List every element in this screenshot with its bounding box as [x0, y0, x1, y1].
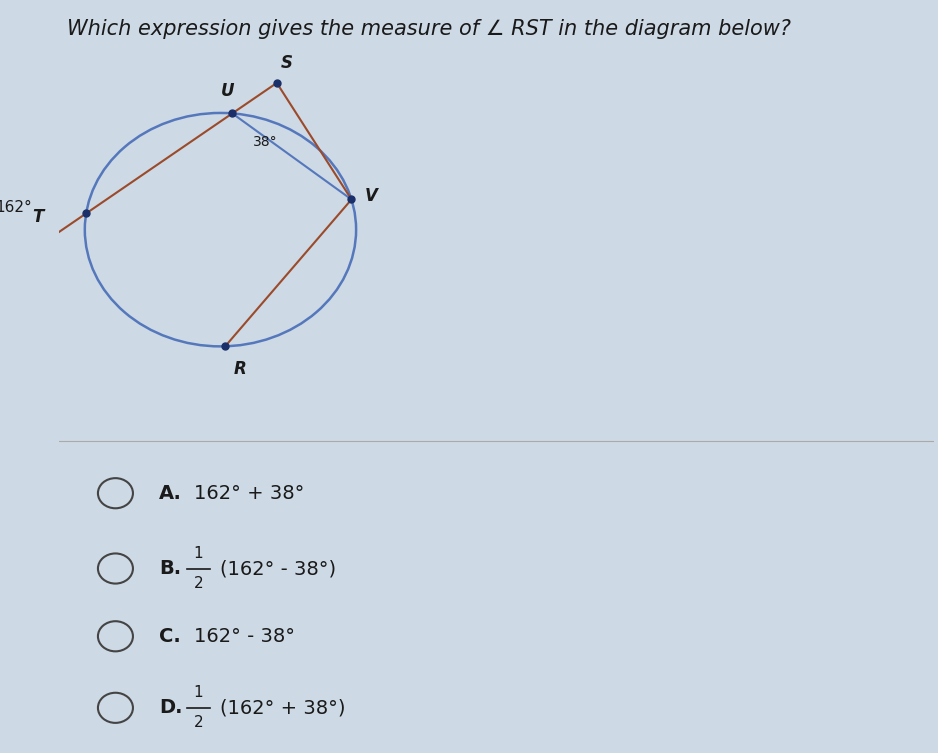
Text: B.: B.	[159, 559, 181, 578]
Text: 1: 1	[194, 546, 204, 561]
Text: A.: A.	[159, 483, 182, 503]
Text: 1: 1	[194, 685, 204, 700]
Text: 2: 2	[194, 715, 204, 730]
Text: V: V	[365, 187, 377, 205]
Text: Which expression gives the measure of ∠ RST in the diagram below?: Which expression gives the measure of ∠ …	[68, 19, 792, 39]
Text: T: T	[32, 208, 43, 226]
Text: U: U	[221, 82, 234, 100]
Text: C.: C.	[159, 626, 181, 646]
Text: 2: 2	[194, 576, 204, 591]
Text: 162°: 162°	[0, 200, 32, 215]
Text: 38°: 38°	[253, 135, 278, 149]
Text: R: R	[234, 360, 247, 378]
Text: (162° + 38°): (162° + 38°)	[220, 698, 346, 718]
Text: 162° - 38°: 162° - 38°	[194, 626, 295, 646]
Text: S: S	[281, 53, 294, 72]
Text: D.: D.	[159, 698, 183, 718]
Text: (162° - 38°): (162° - 38°)	[220, 559, 337, 578]
Text: 162° + 38°: 162° + 38°	[194, 483, 305, 503]
